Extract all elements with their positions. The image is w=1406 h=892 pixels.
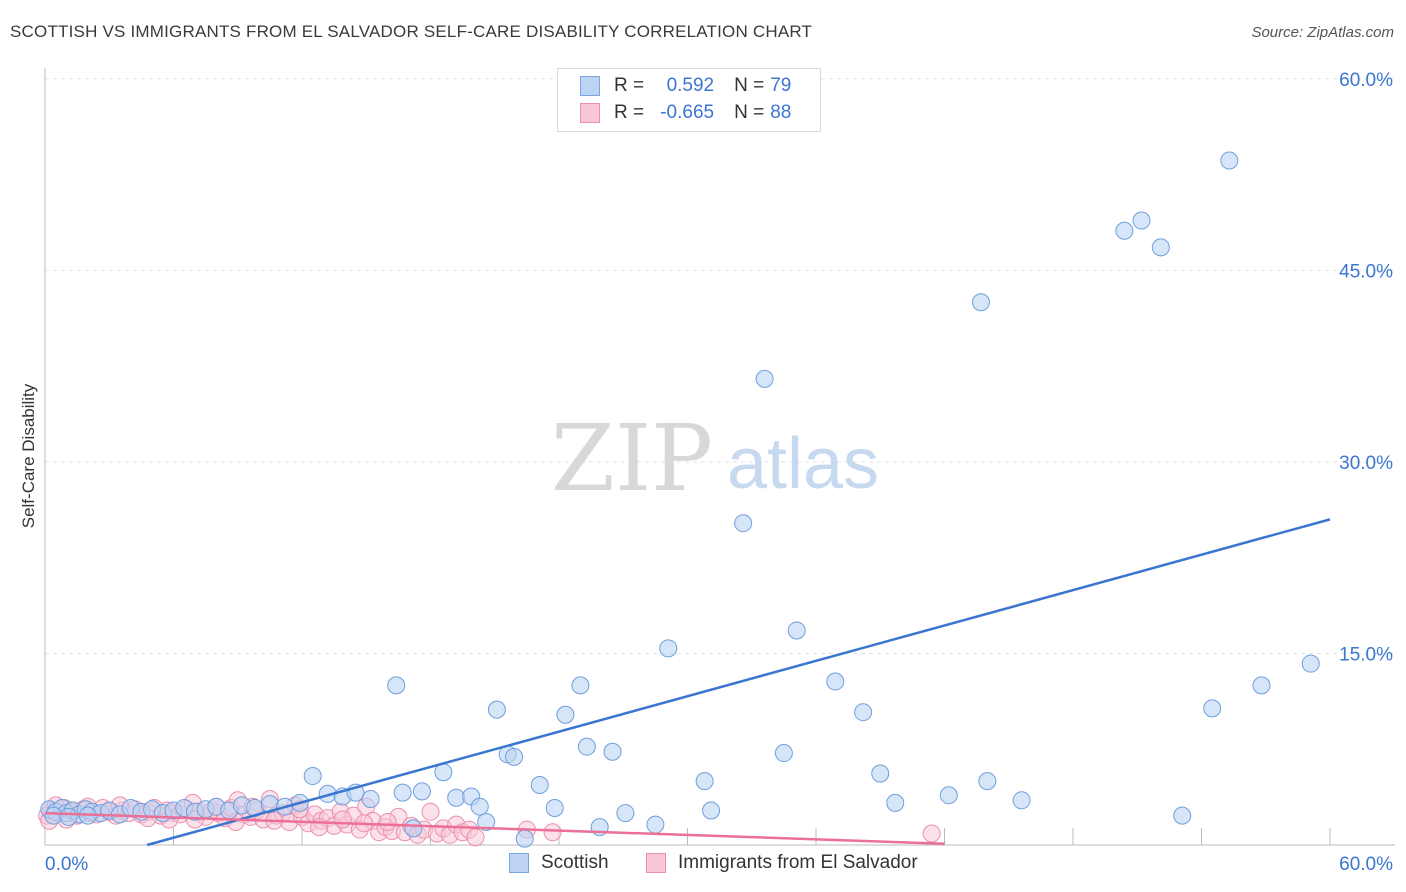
salvador-point xyxy=(421,802,440,821)
scottish-point xyxy=(447,788,466,807)
source-label: Source: ZipAtlas.com xyxy=(1251,24,1394,41)
n-value: 88 xyxy=(770,102,792,123)
scottish-point xyxy=(505,747,524,766)
scottish-legend-label: Scottish xyxy=(541,852,609,873)
scottish-point xyxy=(477,813,496,832)
scottish-point xyxy=(1203,699,1222,718)
scottish-point xyxy=(978,772,997,791)
y-tick-label: 60.0% xyxy=(1339,70,1393,91)
scottish-points xyxy=(40,151,1320,848)
scottish-point xyxy=(59,807,78,826)
scottish-point xyxy=(871,764,890,783)
scottish-point xyxy=(734,514,753,533)
r-label: R = xyxy=(614,75,645,96)
scottish-point xyxy=(755,369,774,388)
grid-lines xyxy=(45,78,1395,654)
stats-box: R = 0.592 N = 79 R = -0.665 N = 88 xyxy=(557,68,821,132)
scottish-point xyxy=(545,798,564,817)
salvador-swatch xyxy=(580,103,600,123)
watermark-atlas: atlas xyxy=(727,424,879,504)
scottish-point xyxy=(1301,654,1320,673)
scottish-point xyxy=(404,819,423,838)
r-label: R = xyxy=(614,102,645,123)
scottish-point xyxy=(303,767,322,786)
scottish-point xyxy=(1012,791,1031,810)
y-tick-label: 15.0% xyxy=(1339,644,1393,665)
stats-row-salvador: R = -0.665 N = 88 xyxy=(580,100,791,126)
salvador-trend-line xyxy=(44,811,945,845)
axes xyxy=(44,68,1395,846)
salvador-point xyxy=(333,810,352,829)
legend-salvador[interactable]: Immigrants from El Salvador xyxy=(646,852,918,874)
trend-lines xyxy=(44,518,1331,847)
scottish-point xyxy=(1220,151,1239,170)
salvador-legend-swatch xyxy=(646,853,666,873)
scottish-point xyxy=(44,806,63,825)
scottish-point xyxy=(646,815,665,834)
salvador-point xyxy=(543,823,562,842)
scottish-point xyxy=(616,804,635,823)
scottish-point xyxy=(695,772,714,791)
n-label: N = xyxy=(734,102,765,123)
n-label: N = xyxy=(734,75,765,96)
scottish-point xyxy=(886,793,905,812)
scottish-point xyxy=(1252,676,1271,695)
scottish-point xyxy=(1151,238,1170,257)
x-tick-label: 60.0% xyxy=(1339,854,1393,875)
scottish-point xyxy=(487,700,506,719)
watermark-zip: ZIP xyxy=(551,405,713,512)
scottish-swatch xyxy=(580,76,600,96)
scottish-point xyxy=(826,672,845,691)
scottish-point xyxy=(515,829,534,848)
legend-scottish[interactable]: Scottish xyxy=(509,852,609,874)
scottish-point xyxy=(854,703,873,722)
y-axis-title: Self-Care Disability xyxy=(19,383,38,528)
scottish-trend-line xyxy=(146,518,1331,847)
scottish-point xyxy=(659,639,678,658)
scottish-point xyxy=(787,621,806,640)
scottish-point xyxy=(1132,211,1151,230)
chart-title: SCOTTISH VS IMMIGRANTS FROM EL SALVADOR … xyxy=(10,22,813,41)
r-value: -0.665 xyxy=(660,102,715,123)
scottish-legend-swatch xyxy=(509,853,529,873)
y-tick-label: 30.0% xyxy=(1339,453,1393,474)
scottish-point xyxy=(577,737,596,756)
salvador-point xyxy=(378,813,397,832)
scottish-point xyxy=(387,676,406,695)
scottish-point xyxy=(412,782,431,801)
scottish-point xyxy=(939,786,958,805)
scottish-point xyxy=(571,676,590,695)
n-value: 79 xyxy=(770,75,792,96)
watermark: ZIP atlas xyxy=(551,405,879,512)
scottish-point xyxy=(361,790,380,809)
scottish-point xyxy=(470,797,489,816)
salvador-point xyxy=(466,828,485,847)
tick-labels: 15.0% 30.0% 45.0% 60.0% 0.0% 60.0% Self-Care D… xyxy=(19,70,1393,875)
y-tick-label: 45.0% xyxy=(1339,261,1393,282)
scottish-point xyxy=(971,293,990,312)
x-tick-label: 0.0% xyxy=(45,854,88,875)
scottish-point xyxy=(774,744,793,763)
stats-row-scottish: R = 0.592 N = 79 xyxy=(580,73,791,99)
scottish-point xyxy=(1115,221,1134,240)
scottish-point xyxy=(530,775,549,794)
scottish-point xyxy=(702,801,721,820)
salvador-point xyxy=(922,824,941,843)
scottish-point xyxy=(603,742,622,761)
salvador-legend-label: Immigrants from El Salvador xyxy=(678,852,918,873)
scottish-point xyxy=(1173,806,1192,825)
scottish-point xyxy=(393,783,412,802)
r-value: 0.592 xyxy=(666,75,715,96)
scottish-point xyxy=(556,705,575,724)
